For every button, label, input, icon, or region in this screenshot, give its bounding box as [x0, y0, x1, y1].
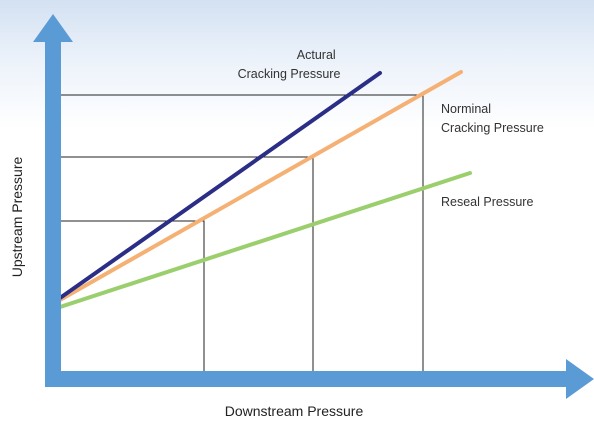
x-axis-line [45, 371, 570, 387]
actual-cracking-pressure-line [58, 71, 382, 300]
nominal-cracking-label: Norminal Cracking Pressure [441, 102, 544, 135]
guide-line-high [60, 94, 424, 372]
y-axis-line [45, 35, 61, 383]
nominal-cracking-pressure-line [58, 70, 463, 302]
reseal-pressure-line [58, 171, 472, 309]
guide-line-low [60, 220, 205, 372]
y-axis-title: Upstream Pressure [9, 156, 25, 277]
reseal-pressure-label: Reseal Pressure [441, 195, 533, 209]
x-axis-title: Downstream Pressure [225, 403, 364, 419]
y-axis-arrowhead [33, 14, 73, 42]
actual-cracking-label: Actural Cracking Pressure [238, 48, 341, 81]
x-axis-arrowhead [566, 359, 594, 399]
